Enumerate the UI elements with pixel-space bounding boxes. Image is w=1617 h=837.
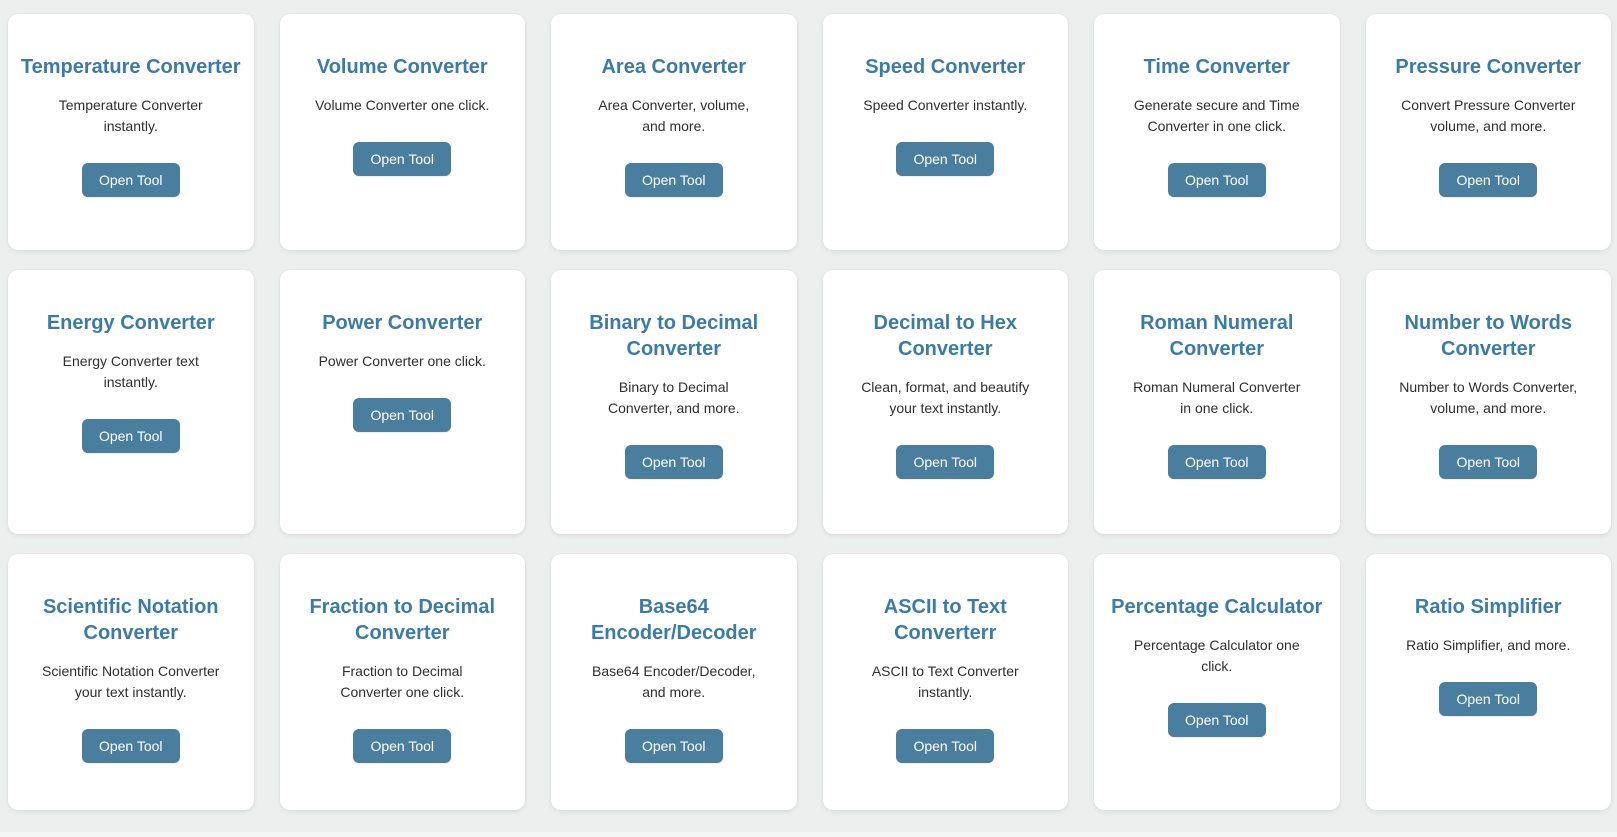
tool-title: Binary to Decimal Converter <box>589 312 759 360</box>
tool-card: Fraction to Decimal Converter Fraction t… <box>279 554 525 810</box>
open-tool-button[interactable]: Open Tool <box>1167 445 1266 480</box>
open-tool-button[interactable]: Open Tool <box>1167 703 1266 738</box>
tool-description: Volume Converter one click. <box>315 97 490 113</box>
open-tool-button[interactable]: Open Tool <box>1439 682 1538 717</box>
tool-description: Power Converter one click. <box>318 353 486 369</box>
tool-description: Scientific Notation Converter your text … <box>42 663 220 700</box>
tool-card: Scientific Notation Converter Scientific… <box>8 554 254 810</box>
open-tool-button[interactable]: Open Tool <box>1439 163 1538 198</box>
tool-title: Scientific Notation Converter <box>42 596 219 644</box>
tool-card: Time Converter Generate secure and Time … <box>1094 14 1340 250</box>
tool-title: Speed Converter <box>865 56 1026 78</box>
open-tool-button[interactable]: Open Tool <box>624 729 723 764</box>
tool-title: Volume Converter <box>316 56 488 78</box>
tool-description: Number to Words Converter, volume, and m… <box>1399 379 1578 416</box>
tool-card: Pressure Converter Convert Pressure Conv… <box>1365 14 1611 250</box>
tool-card: Decimal to Hex Converter Clean, format, … <box>822 270 1068 534</box>
tool-title: Area Converter <box>601 56 746 78</box>
tool-description: Energy Converter text instantly. <box>62 353 199 390</box>
open-tool-button[interactable]: Open Tool <box>353 398 452 433</box>
tool-description: Speed Converter instantly. <box>863 97 1028 113</box>
bottom-strip <box>0 832 1617 837</box>
tool-title: Base64 Encoder/Decoder <box>590 596 757 644</box>
open-tool-button[interactable]: Open Tool <box>81 419 180 454</box>
open-tool-button[interactable]: Open Tool <box>896 729 995 764</box>
tool-title: Decimal to Hex Converter <box>873 312 1017 360</box>
tool-description: Generate secure and Time Converter in on… <box>1133 97 1300 134</box>
tool-card: Speed Converter Speed Converter instantl… <box>822 14 1068 250</box>
open-tool-button[interactable]: Open Tool <box>353 729 452 764</box>
tool-description: Binary to Decimal Converter, and more. <box>607 379 740 416</box>
tool-description: Temperature Converter instantly. <box>58 97 203 134</box>
tool-title: Temperature Converter <box>20 56 241 78</box>
tool-card: Power Converter Power Converter one clic… <box>279 270 525 534</box>
tool-title: Pressure Converter <box>1395 56 1582 78</box>
tool-card: Percentage Calculator Percentage Calcula… <box>1094 554 1340 810</box>
open-tool-button[interactable]: Open Tool <box>81 729 180 764</box>
open-tool-button[interactable]: Open Tool <box>353 142 452 177</box>
open-tool-button[interactable]: Open Tool <box>81 163 180 198</box>
tool-title: Fraction to Decimal Converter <box>309 596 496 644</box>
tool-title: Time Converter <box>1143 56 1290 78</box>
tool-description: Roman Numeral Converter in one click. <box>1133 379 1301 416</box>
tool-description: Percentage Calculator one click. <box>1133 637 1300 674</box>
tool-title: Roman Numeral Converter <box>1140 312 1294 360</box>
open-tool-button[interactable]: Open Tool <box>896 142 995 177</box>
tool-title: Percentage Calculator <box>1111 596 1323 618</box>
tool-description: Base64 Encoder/Decoder, and more. <box>592 663 756 700</box>
tool-title: Power Converter <box>322 312 483 334</box>
tool-card: ASCII to Text Converterr ASCII to Text C… <box>822 554 1068 810</box>
tools-grid: Temperature Converter Temperature Conver… <box>8 14 1611 810</box>
tool-description: Convert Pressure Converter volume, and m… <box>1401 97 1576 134</box>
tool-card: Energy Converter Energy Converter text i… <box>8 270 254 534</box>
tool-description: Fraction to Decimal Converter one click. <box>340 663 465 700</box>
tool-description: Clean, format, and beautify your text in… <box>861 379 1030 416</box>
tool-title: Number to Words Converter <box>1404 312 1572 360</box>
open-tool-button[interactable]: Open Tool <box>1167 163 1266 198</box>
open-tool-button[interactable]: Open Tool <box>624 445 723 480</box>
open-tool-button[interactable]: Open Tool <box>624 163 723 198</box>
tool-description: Ratio Simplifier, and more. <box>1406 637 1571 653</box>
tool-title: ASCII to Text Converterr <box>883 596 1007 644</box>
tool-card: Roman Numeral Converter Roman Numeral Co… <box>1094 270 1340 534</box>
tool-card: Base64 Encoder/Decoder Base64 Encoder/De… <box>551 554 797 810</box>
tool-card: Binary to Decimal Converter Binary to De… <box>551 270 797 534</box>
tool-title: Ratio Simplifier <box>1414 596 1562 618</box>
open-tool-button[interactable]: Open Tool <box>1439 445 1538 480</box>
tool-description: Area Converter, volume, and more. <box>598 97 750 134</box>
tool-card: Ratio Simplifier Ratio Simplifier, and m… <box>1365 554 1611 810</box>
tool-card: Number to Words Converter Number to Word… <box>1365 270 1611 534</box>
tool-card: Area Converter Area Converter, volume, a… <box>551 14 797 250</box>
tool-card: Volume Converter Volume Converter one cl… <box>279 14 525 250</box>
tool-card: Temperature Converter Temperature Conver… <box>8 14 254 250</box>
tool-description: ASCII to Text Converter instantly. <box>871 663 1019 700</box>
tool-title: Energy Converter <box>46 312 215 334</box>
open-tool-button[interactable]: Open Tool <box>896 445 995 480</box>
